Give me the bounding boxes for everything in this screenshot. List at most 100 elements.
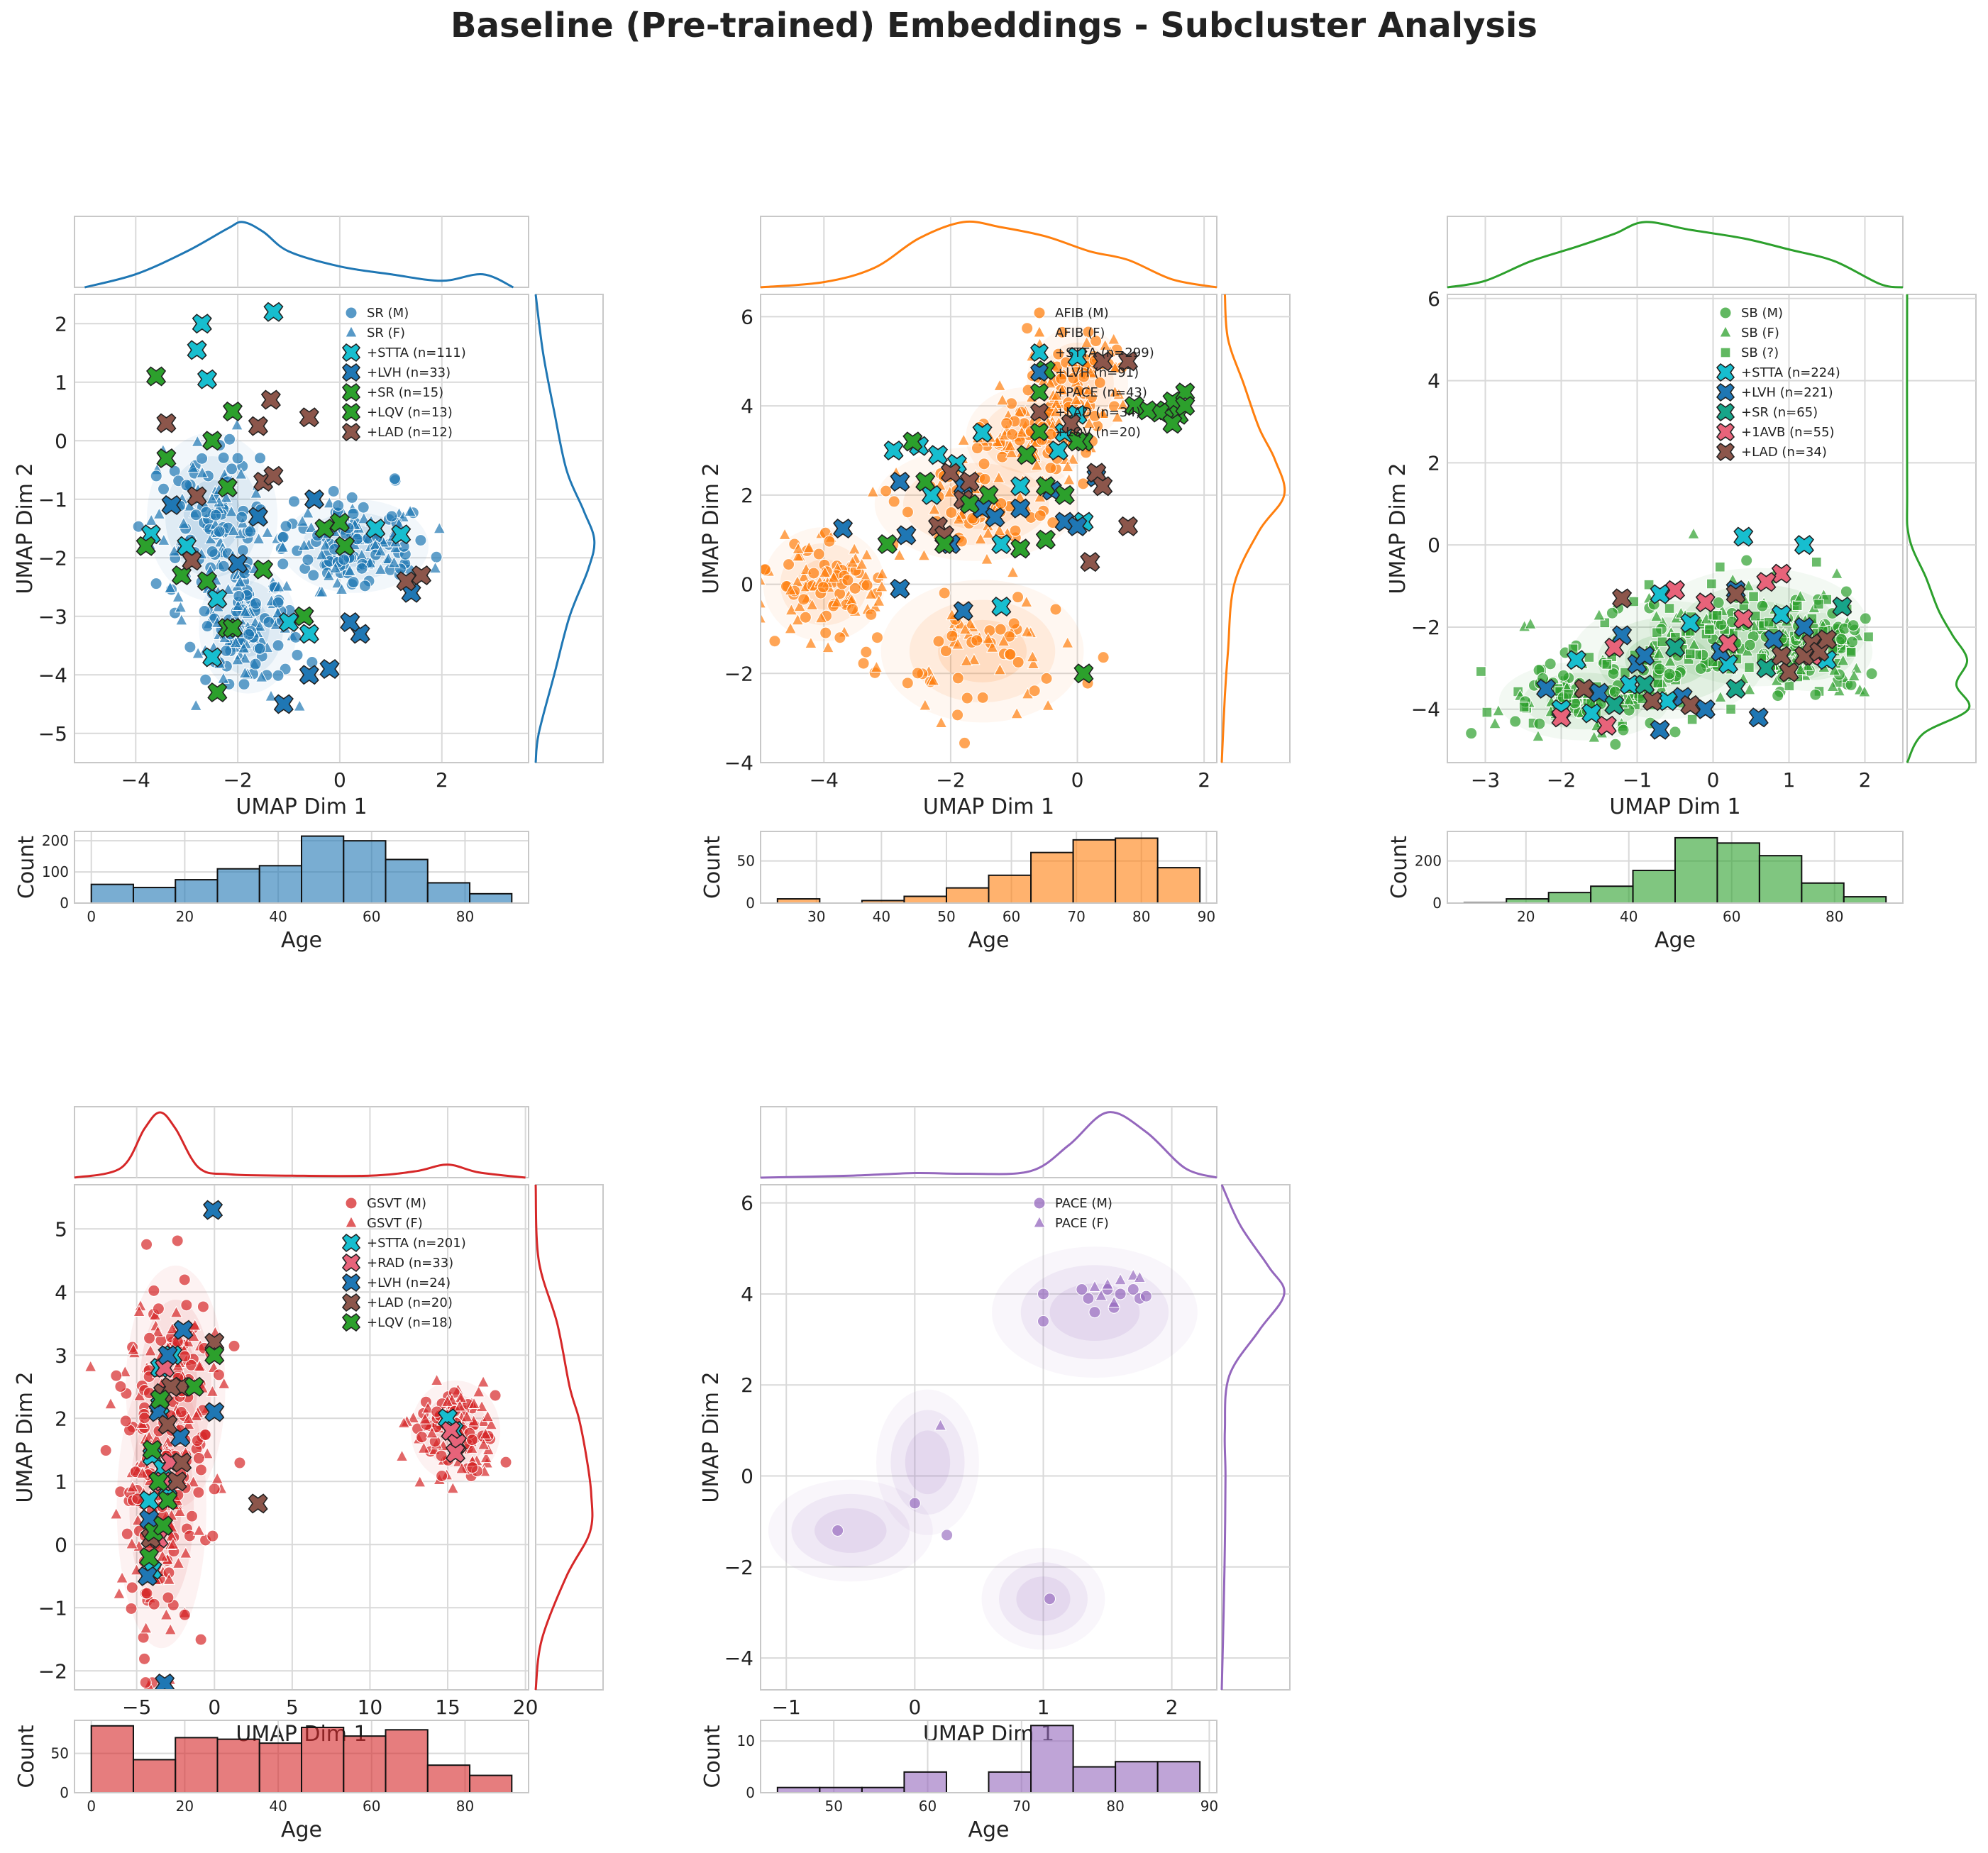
point	[238, 604, 252, 617]
hist-x-tick: 40	[269, 1798, 287, 1815]
point	[901, 506, 914, 519]
hist-y-tick: 200	[42, 832, 69, 849]
hist-x-label: Age	[1655, 928, 1696, 953]
hist-x-tick: 40	[873, 908, 890, 925]
point	[126, 1480, 139, 1493]
legend-marker	[1029, 363, 1049, 382]
subcluster-marker	[959, 471, 980, 492]
hist-bar	[988, 874, 1032, 904]
point	[253, 619, 266, 632]
hist-bar	[132, 1759, 177, 1794]
hist-bar	[469, 892, 513, 904]
point	[876, 567, 889, 580]
legend-marker	[341, 343, 361, 363]
subcluster-marker	[1748, 707, 1769, 728]
subcluster-marker	[146, 366, 167, 387]
hist-bar	[385, 858, 429, 904]
legend-label: AFIB (M)	[1055, 306, 1109, 321]
point	[150, 577, 162, 590]
point	[1652, 646, 1666, 659]
point	[934, 716, 948, 729]
x-tick-label: 2	[436, 768, 448, 792]
point	[860, 646, 873, 658]
point-m	[1114, 1288, 1127, 1300]
point	[223, 433, 236, 446]
hist-y-tick: 50	[737, 853, 755, 870]
subcluster-marker	[161, 494, 182, 516]
y-tick-label: −4	[38, 663, 67, 687]
legend-marker	[1716, 402, 1735, 422]
point	[465, 1442, 478, 1454]
point	[194, 1633, 207, 1646]
hist-bar	[175, 1737, 219, 1794]
point	[374, 563, 387, 575]
point	[1489, 717, 1501, 729]
point	[1083, 416, 1095, 429]
y-tick-label: 1	[55, 1470, 67, 1493]
top-kde-line	[760, 1111, 1217, 1179]
point	[466, 1461, 479, 1474]
point	[347, 507, 360, 520]
legend: GSVT (M) GSVT (F) +STTA (n=201) +RAD (n=33)…	[341, 1196, 466, 1332]
point	[1481, 707, 1493, 718]
subcluster-marker	[445, 1443, 466, 1464]
point	[315, 585, 328, 597]
point	[1653, 663, 1666, 675]
plot-area	[1465, 526, 1878, 751]
subcluster-marker	[922, 485, 942, 505]
point	[272, 669, 285, 682]
x-tick-label: 5	[286, 1696, 299, 1719]
legend-label: +LAD (n=12)	[367, 425, 453, 440]
point	[865, 608, 878, 621]
subcluster-marker	[294, 606, 314, 626]
hist-y-label: Count	[1387, 836, 1412, 899]
point	[1743, 638, 1756, 651]
subcluster-marker	[1093, 351, 1113, 372]
point	[927, 673, 940, 686]
point	[1069, 393, 1083, 406]
subcluster-marker	[1589, 682, 1610, 703]
y-tick-label: −5	[38, 722, 67, 746]
point	[238, 677, 250, 690]
y-tick-label: −1	[38, 1596, 67, 1620]
point	[1714, 561, 1725, 573]
y-tick-label: 4	[741, 1283, 753, 1306]
point	[277, 531, 289, 543]
axes-frame	[760, 294, 1217, 763]
subcluster-marker	[136, 536, 156, 556]
point	[126, 1581, 138, 1594]
point	[358, 511, 370, 524]
point	[1694, 662, 1707, 675]
y-tick-label: 2	[1428, 451, 1440, 475]
subcluster-marker	[197, 571, 218, 592]
point	[857, 657, 870, 670]
point	[822, 641, 834, 653]
subcluster-marker	[1117, 351, 1139, 372]
point	[981, 631, 995, 644]
point-f	[934, 1418, 947, 1431]
y-tick-label: 0	[741, 1465, 753, 1488]
point	[1664, 603, 1675, 614]
point	[118, 1365, 132, 1378]
right-kde-line	[1220, 1184, 1286, 1691]
axes-frame	[74, 1184, 529, 1691]
legend-label: +STTA (n=299)	[1055, 345, 1154, 360]
point	[175, 1406, 187, 1419]
top-marginal-frame	[1447, 216, 1904, 288]
legend-label: +STTA (n=201)	[367, 1236, 466, 1251]
point	[479, 1427, 492, 1439]
point	[280, 520, 292, 533]
density-contour	[890, 1410, 965, 1515]
subcluster-marker	[934, 533, 955, 555]
point	[1794, 590, 1807, 602]
legend-marker	[1716, 363, 1735, 382]
point	[167, 1537, 180, 1549]
point	[802, 541, 816, 553]
point-m	[1037, 1315, 1049, 1327]
subcluster-marker	[158, 1345, 178, 1366]
right-marginal-frame	[1221, 294, 1291, 763]
hist-x-tick: 80	[456, 908, 474, 925]
point	[1524, 617, 1537, 629]
subcluster-marker	[1017, 445, 1037, 465]
